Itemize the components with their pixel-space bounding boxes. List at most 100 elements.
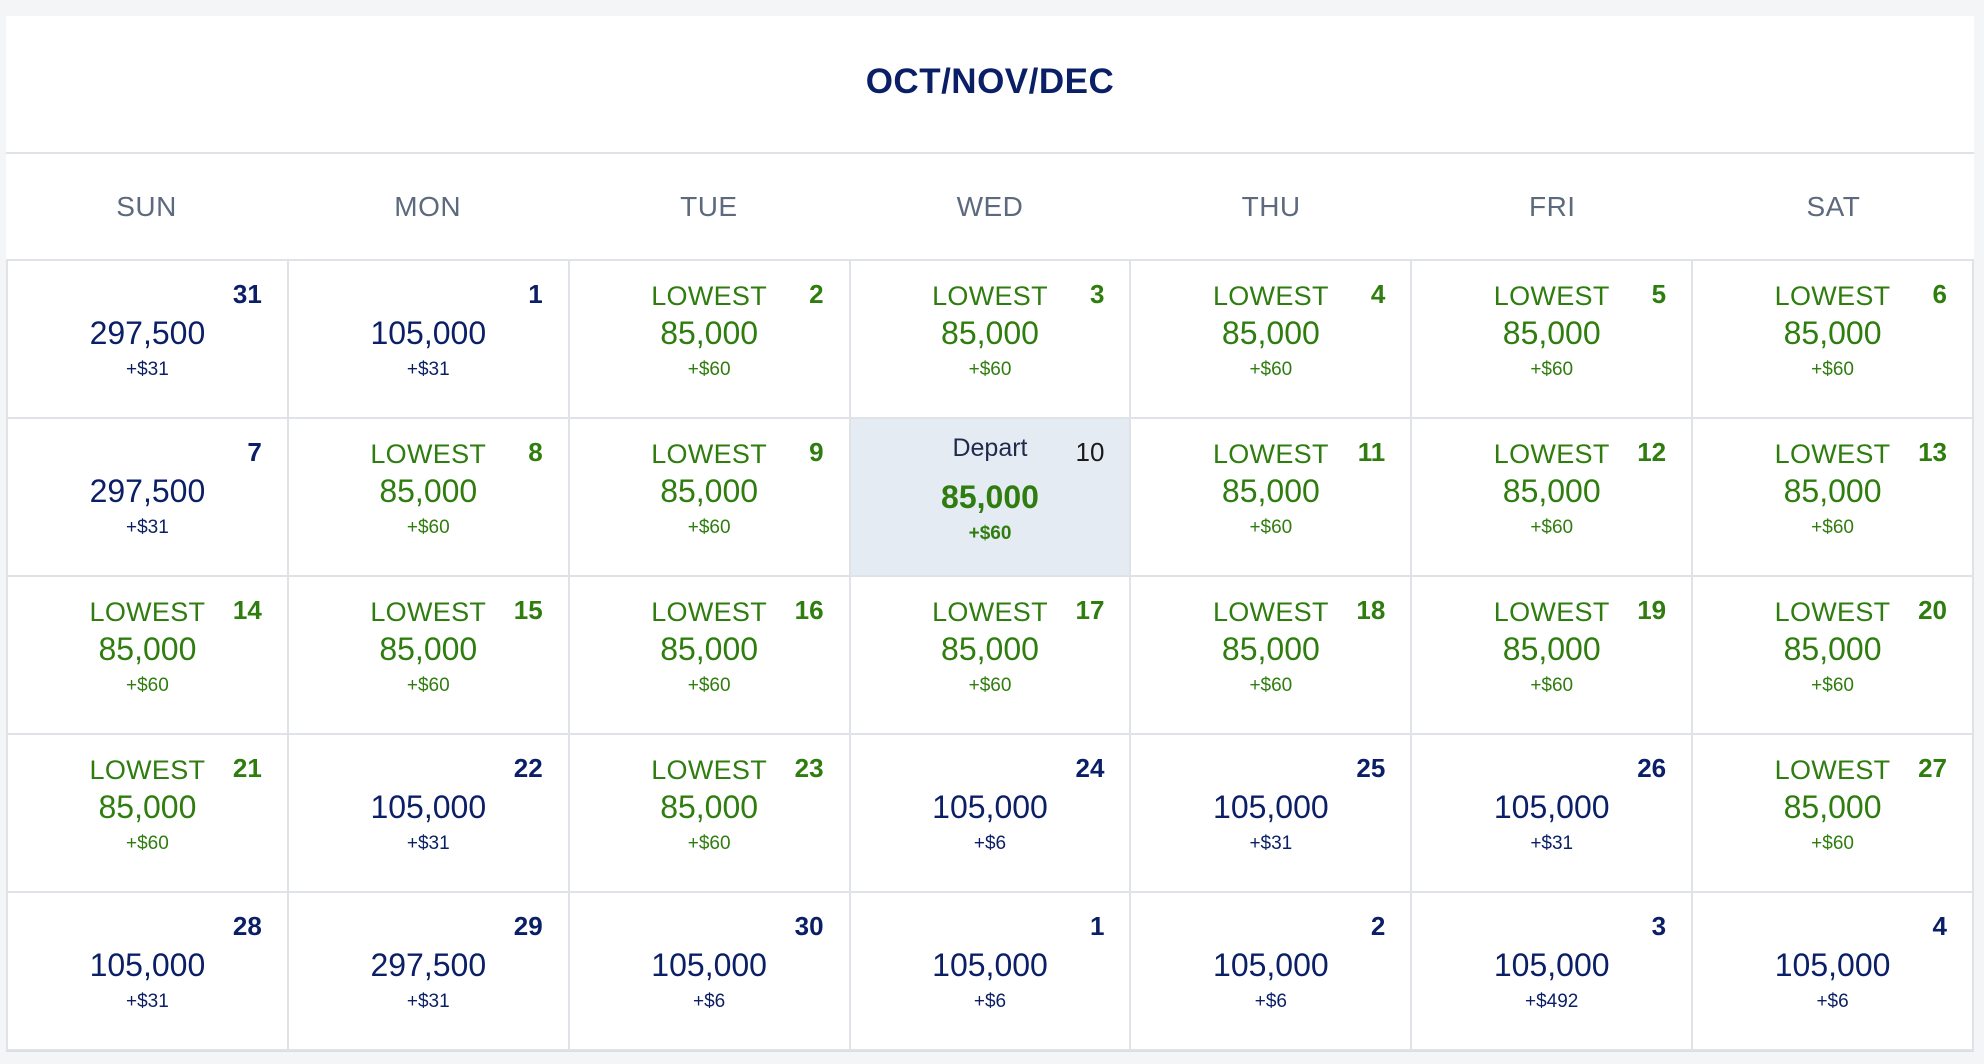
points-price: 85,000	[1783, 789, 1882, 825]
taxes-fee: +$6	[1816, 991, 1849, 1012]
calendar-day-cell[interactable]: LOWEST 2 85,000 +$60	[569, 261, 851, 419]
calendar-title: OCT/NOV/DEC	[865, 62, 1115, 101]
day-number: 10	[1075, 437, 1105, 467]
lowest-fare-badge: LOWEST	[370, 439, 487, 469]
calendar-day-cell[interactable]: 2 105,000 +$6	[1131, 893, 1413, 1051]
calendar-day-cell[interactable]: LOWEST 11 85,000 +$60	[1131, 419, 1413, 577]
day-number: 31	[232, 279, 262, 309]
calendar-day-cell[interactable]: LOWEST 6 85,000 +$60	[1693, 261, 1974, 419]
lowest-fare-badge: LOWEST	[1493, 597, 1610, 627]
calendar-day-cell[interactable]: LOWEST 21 85,000 +$60	[8, 735, 289, 893]
points-price: 85,000	[379, 473, 478, 509]
day-number: 8	[528, 437, 543, 467]
taxes-fee: +$60	[126, 833, 169, 854]
lowest-fare-badge: LOWEST	[1774, 281, 1891, 311]
lowest-fare-badge: LOWEST	[1212, 281, 1329, 311]
lowest-fare-badge: LOWEST	[1212, 439, 1329, 469]
calendar-day-cell[interactable]: LOWEST 19 85,000 +$60	[1412, 577, 1694, 735]
calendar-day-cell[interactable]: 4 105,000 +$6	[1693, 893, 1974, 1051]
taxes-fee: +$31	[1249, 833, 1293, 854]
calendar-day-cell[interactable]: LOWEST 13 85,000 +$60	[1693, 419, 1974, 577]
taxes-fee: +$60	[687, 675, 731, 696]
taxes-fee: +$31	[406, 991, 450, 1012]
calendar-day-cell[interactable]: LOWEST 3 85,000 +$60	[850, 261, 1132, 419]
lowest-fare-badge: LOWEST	[1774, 755, 1891, 785]
taxes-fee: +$31	[1530, 833, 1574, 854]
day-number: 23	[794, 753, 824, 783]
calendar-day-cell[interactable]: 1 105,000 +$31	[288, 261, 570, 419]
calendar-day-cell[interactable]: 26 105,000 +$31	[1412, 735, 1694, 893]
calendar-day-grid: 31 297,500 +$31 1 105,000 +$31 LOWEST 2 85,000 +$…	[6, 259, 1974, 1051]
calendar-day-cell[interactable]: LOWEST 23 85,000 +$60	[569, 735, 851, 893]
taxes-fee: +$60	[1530, 675, 1574, 696]
calendar-day-cell[interactable]: 28 105,000 +$31	[8, 893, 289, 1051]
points-price: 85,000	[660, 789, 759, 825]
points-price: 85,000	[660, 315, 759, 351]
points-price: 85,000	[941, 631, 1039, 667]
taxes-fee: +$60	[1811, 359, 1854, 380]
calendar-day-cell[interactable]: LOWEST 9 85,000 +$60	[569, 419, 851, 577]
taxes-fee: +$60	[406, 517, 450, 538]
lowest-fare-badge: LOWEST	[932, 597, 1048, 627]
points-price: 85,000	[1221, 315, 1320, 351]
weekday-fri: FRI	[1528, 190, 1576, 222]
calendar-day-cell[interactable]: LOWEST 12 85,000 +$60	[1412, 419, 1694, 577]
calendar-day-cell[interactable]: 30 105,000 +$6	[569, 893, 851, 1051]
taxes-fee: +$6	[1254, 991, 1287, 1012]
day-number: 9	[809, 437, 824, 467]
calendar-day-cell[interactable]: LOWEST 27 85,000 +$60	[1693, 735, 1974, 893]
calendar-day-cell[interactable]: LOWEST 14 85,000 +$60	[8, 577, 289, 735]
taxes-fee: +$60	[968, 359, 1012, 380]
calendar-day-cell[interactable]: LOWEST 16 85,000 +$60	[569, 577, 851, 735]
lowest-fare-badge: LOWEST	[1774, 597, 1891, 627]
taxes-fee: +$60	[1811, 517, 1854, 538]
taxes-fee: +$31	[126, 517, 169, 538]
calendar-day-cell[interactable]: LOWEST 15 85,000 +$60	[288, 577, 570, 735]
taxes-fee: +$60	[1530, 359, 1574, 380]
day-number: 4	[1932, 911, 1947, 941]
points-price: 85,000	[941, 315, 1039, 351]
day-number: 19	[1637, 595, 1667, 625]
day-number: 1	[1089, 911, 1105, 941]
day-number: 13	[1918, 437, 1947, 467]
calendar-day-cell[interactable]: 29 297,500 +$31	[288, 893, 570, 1051]
weekday-tue: TUE	[680, 190, 738, 222]
calendar-day-cell[interactable]: LOWEST 17 85,000 +$60	[850, 577, 1132, 735]
points-price: 105,000	[1493, 947, 1610, 983]
taxes-fee: +$60	[1530, 517, 1574, 538]
day-number: 21	[232, 753, 262, 783]
lowest-fare-badge: LOWEST	[651, 597, 768, 627]
calendar-day-cell[interactable]: LOWEST 4 85,000 +$60	[1131, 261, 1413, 419]
points-price: 85,000	[1221, 631, 1320, 667]
calendar-day-cell[interactable]: 24 105,000 +$6	[850, 735, 1132, 893]
points-price: 85,000	[1783, 473, 1882, 509]
day-number: 25	[1356, 753, 1386, 783]
taxes-fee: +$60	[687, 359, 731, 380]
calendar-day-cell[interactable]: LOWEST 5 85,000 +$60	[1412, 261, 1694, 419]
calendar-day-cell[interactable]: 25 105,000 +$31	[1131, 735, 1413, 893]
lowest-fare-badge: LOWEST	[1212, 597, 1329, 627]
points-price: 105,000	[651, 947, 767, 983]
calendar-day-cell[interactable]: LOWEST 18 85,000 +$60	[1131, 577, 1413, 735]
lowest-fare-badge: LOWEST	[370, 597, 487, 627]
points-price: 297,500	[370, 947, 487, 983]
taxes-fee: +$60	[1249, 517, 1293, 538]
day-number: 30	[794, 911, 824, 941]
points-price: 85,000	[1502, 315, 1601, 351]
taxes-fee: +$6	[693, 991, 726, 1012]
calendar-day-cell[interactable]: 3 105,000 +$492	[1412, 893, 1694, 1051]
calendar-day-cell[interactable]: LOWEST 8 85,000 +$60	[288, 419, 570, 577]
lowest-fare-badge: LOWEST	[1493, 439, 1610, 469]
points-price: 105,000	[932, 789, 1048, 825]
lowest-fare-badge: LOWEST	[89, 597, 206, 627]
day-number: 1	[528, 279, 543, 309]
points-price: 85,000	[1502, 631, 1601, 667]
calendar-day-cell[interactable]: LOWEST 20 85,000 +$60	[1693, 577, 1974, 735]
calendar-day-cell[interactable]: 1 105,000 +$6	[850, 893, 1132, 1051]
calendar-day-cell-selected[interactable]: Depart 10 85,000 +$60	[850, 419, 1132, 577]
calendar-day-cell[interactable]: 22 105,000 +$31	[288, 735, 570, 893]
calendar-day-cell[interactable]: 7 297,500 +$31	[8, 419, 289, 577]
day-number: 3	[1089, 279, 1105, 309]
calendar-day-cell[interactable]: 31 297,500 +$31	[8, 261, 289, 419]
taxes-fee: +$31	[406, 833, 450, 854]
